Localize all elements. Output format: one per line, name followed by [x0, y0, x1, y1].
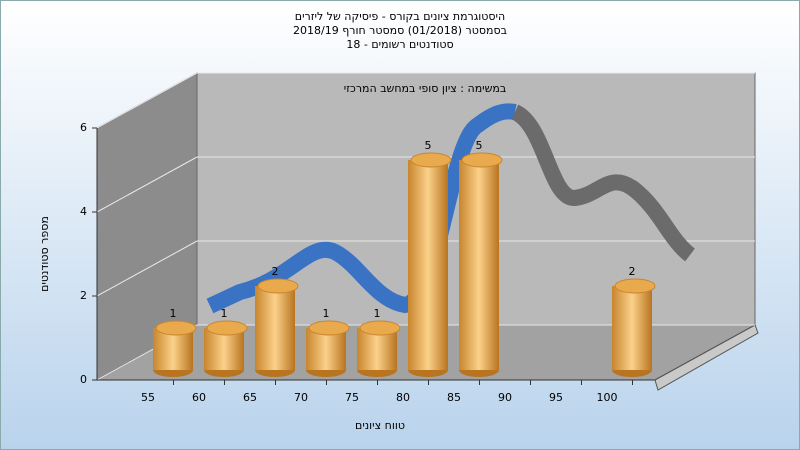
x-tick-label: 90	[498, 391, 512, 404]
bar-top	[461, 152, 503, 168]
data-label: 5	[425, 139, 432, 152]
data-label: 1	[170, 307, 177, 320]
bar-top	[614, 278, 656, 294]
bar	[612, 286, 652, 370]
x-axis-label: טווח ציונים	[355, 419, 405, 432]
bar-top	[257, 278, 299, 294]
x-tick-label: 75	[345, 391, 359, 404]
chart-title: סטודנטים רשומים - 18	[346, 38, 453, 51]
bar-top	[410, 152, 452, 168]
bar-top	[206, 320, 248, 336]
bar	[459, 160, 499, 370]
x-tick-label: 95	[549, 391, 563, 404]
bar-top	[308, 320, 350, 336]
x-tick-label: 70	[294, 391, 308, 404]
x-tick-label: 65	[243, 391, 257, 404]
ribbon-curve	[510, 104, 696, 262]
floor-edge	[654, 324, 759, 391]
bar-top	[155, 320, 197, 336]
x-tick-label: 55	[141, 391, 155, 404]
data-label: 2	[629, 265, 636, 278]
grid-line	[96, 240, 198, 297]
x-tick-label: 80	[396, 391, 410, 404]
y-axis-label: מספר סטודנטים	[38, 216, 51, 292]
bar	[408, 160, 448, 370]
data-label: 2	[272, 265, 279, 278]
y-tick-label: 6	[80, 121, 87, 134]
bar	[255, 286, 295, 370]
ribbon-curve	[206, 103, 517, 314]
data-label: 1	[323, 307, 330, 320]
chart-subtitle: במשימה : ציון סופי במחשב המרכזי	[344, 82, 507, 95]
data-label: 1	[374, 307, 381, 320]
y-tick-label: 0	[80, 373, 87, 386]
x-tick-label: 100	[597, 391, 618, 404]
grid-line	[96, 72, 198, 129]
chart-title: היסטוגרמת ציונים בקורס - פיסיקה של ליזרי…	[295, 10, 505, 23]
x-tick-label: 85	[447, 391, 461, 404]
y-tick-label: 4	[80, 205, 87, 218]
y-tick-label: 2	[80, 289, 87, 302]
bar-top	[359, 320, 401, 336]
grid-line	[96, 156, 198, 213]
data-label: 1	[221, 307, 228, 320]
chart-title: בסמסטר (01/2018) סמסטר חורף 2018/19	[293, 24, 507, 37]
data-label: 5	[476, 139, 483, 152]
x-tick-label: 60	[192, 391, 206, 404]
